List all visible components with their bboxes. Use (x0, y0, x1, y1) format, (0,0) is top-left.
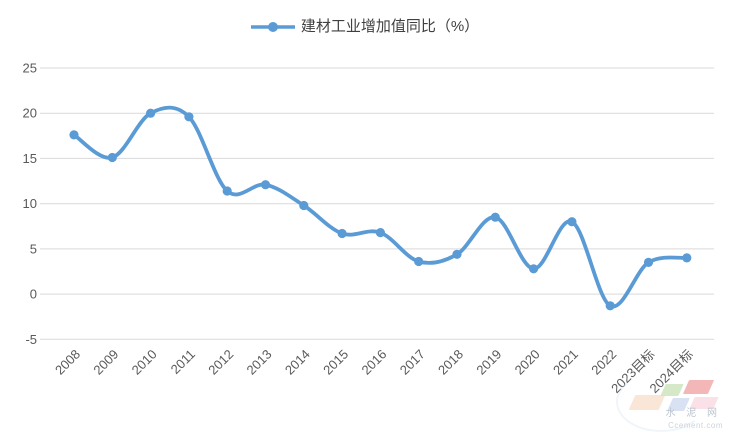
watermark-name: 水 泥 网 (665, 408, 721, 419)
data-point-marker (567, 217, 577, 227)
y-axis-tick-label: 15 (23, 151, 37, 166)
data-point-marker (69, 130, 79, 140)
watermark-ccement-logo: 水 泥 网 Ccement.com (616, 372, 728, 432)
chart-legend[interactable]: 建材工业增加值同比（%） (0, 16, 729, 38)
data-point-marker (605, 301, 615, 311)
watermark-swoosh-shape (616, 372, 706, 432)
legend-line-marker-icon (250, 22, 295, 32)
data-point-marker (146, 108, 156, 118)
data-point-marker (643, 257, 654, 267)
x-axis-tick-label: 2017 (397, 347, 428, 378)
data-point-marker (452, 249, 462, 259)
data-point-marker (414, 256, 424, 267)
x-axis-tick-label: 2011 (168, 347, 198, 377)
data-point-marker (222, 186, 232, 196)
y-axis-tick-label: 25 (23, 61, 37, 76)
watermark-domain: Ccement.com (668, 421, 723, 430)
y-axis-tick-label: 10 (23, 196, 37, 211)
watermark-shape-red (682, 380, 715, 394)
y-axis-tick-label: -5 (25, 332, 37, 347)
x-axis-tick-label: 2009 (90, 347, 121, 378)
legend-label: 建材工业增加值同比（%） (300, 18, 480, 35)
data-point-marker (337, 228, 347, 239)
x-axis-tick-label: 2014 (282, 347, 313, 378)
x-axis-tick-label: 2015 (320, 347, 351, 378)
data-point-marker (260, 180, 271, 190)
x-axis-tick-label: 2019 (473, 347, 504, 378)
x-axis-tick-label: 2008 (52, 347, 83, 378)
data-point-marker (682, 253, 692, 263)
x-axis-tick-label: 2016 (358, 347, 389, 378)
y-axis-tick-label: 5 (30, 241, 37, 256)
x-axis-tick-label: 2012 (205, 347, 236, 378)
x-axis-tick-label: 2018 (435, 347, 466, 378)
data-point-marker (184, 112, 194, 122)
data-point-marker (299, 200, 309, 211)
data-point-marker (375, 228, 385, 238)
x-axis-tick-label: 2010 (129, 347, 160, 378)
y-axis-tick-label: 20 (23, 106, 37, 121)
x-axis-tick-label: 2022 (588, 347, 619, 378)
series-line (72, 105, 689, 309)
y-axis-tick-label: 0 (30, 287, 37, 302)
x-axis-tick-label: 2013 (244, 347, 275, 378)
data-point-marker (490, 212, 500, 222)
x-axis-tick-label: 2020 (512, 347, 543, 378)
x-axis-tick-label: 2021 (550, 347, 581, 378)
data-point-marker (529, 264, 539, 274)
data-point-marker (107, 152, 117, 163)
